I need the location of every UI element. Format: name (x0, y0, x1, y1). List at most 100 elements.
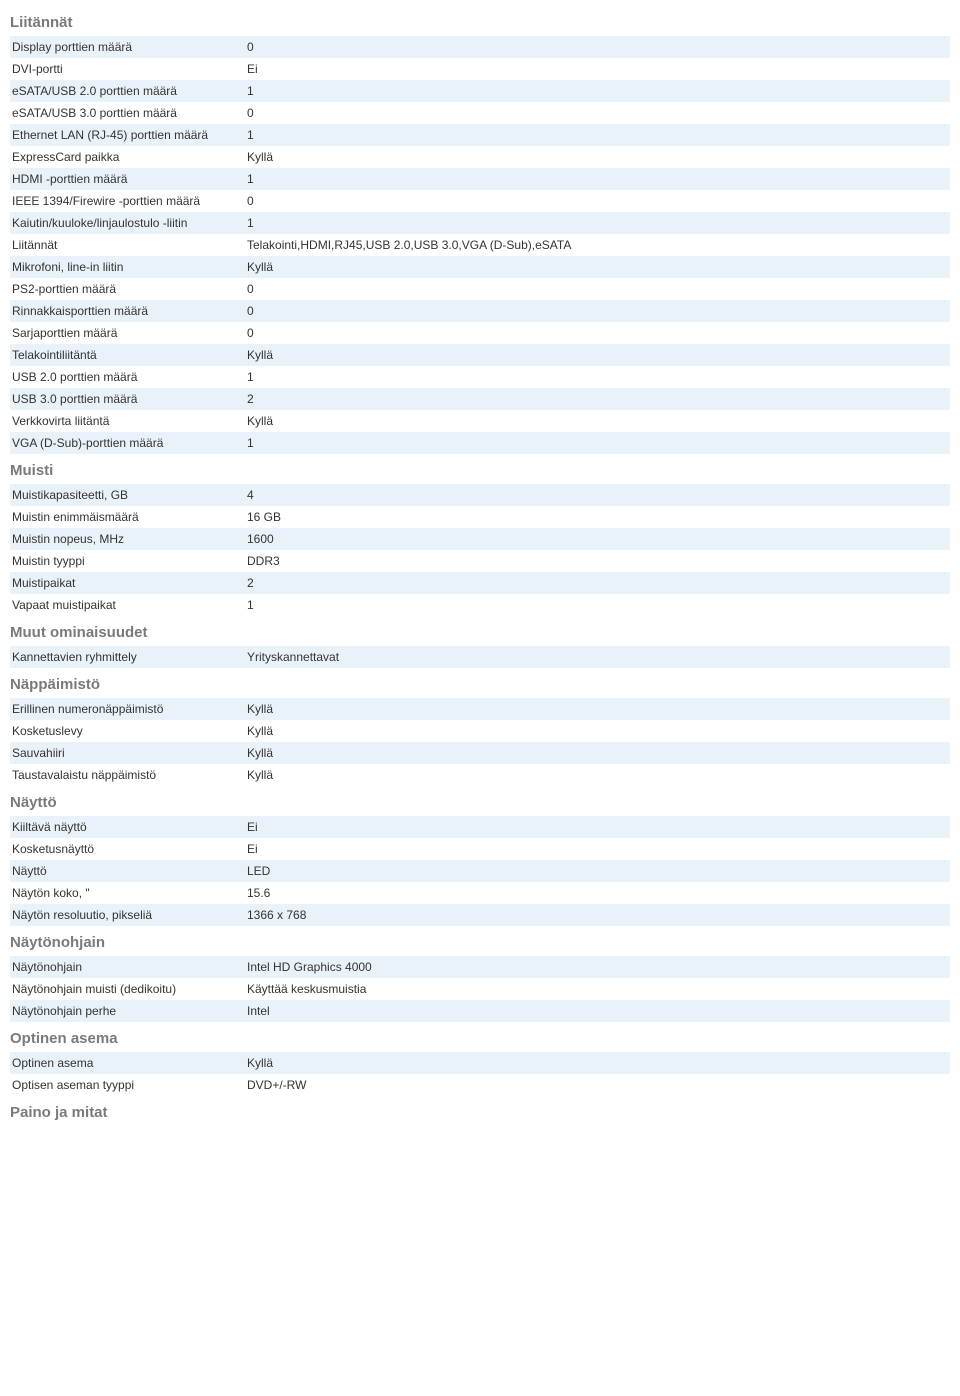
section-title: Näppäimistö (10, 668, 950, 698)
spec-row: Näytönohjain muisti (dedikoitu)Käyttää k… (10, 978, 950, 1000)
section-title: Näyttö (10, 786, 950, 816)
spec-label: USB 3.0 porttien määrä (10, 388, 245, 410)
spec-row: Muistin tyyppiDDR3 (10, 550, 950, 572)
spec-table: Kiiltävä näyttöEiKosketusnäyttöEiNäyttöL… (10, 816, 950, 926)
spec-row: USB 3.0 porttien määrä2 (10, 388, 950, 410)
spec-table: NäytönohjainIntel HD Graphics 4000Näytön… (10, 956, 950, 1022)
spec-label: Optinen asema (10, 1052, 245, 1074)
spec-value: Telakointi,HDMI,RJ45,USB 2.0,USB 3.0,VGA… (245, 234, 950, 256)
section-title: Näytönohjain (10, 926, 950, 956)
spec-label: Taustavalaistu näppäimistö (10, 764, 245, 786)
spec-value: 1 (245, 168, 950, 190)
spec-row: Kaiutin/kuuloke/linjaulostulo -liitin1 (10, 212, 950, 234)
spec-row: ExpressCard paikkaKyllä (10, 146, 950, 168)
spec-value: 0 (245, 190, 950, 212)
spec-value: 0 (245, 322, 950, 344)
spec-label: eSATA/USB 2.0 porttien määrä (10, 80, 245, 102)
spec-value: DVD+/-RW (245, 1074, 950, 1096)
spec-value: LED (245, 860, 950, 882)
section-title: Muisti (10, 454, 950, 484)
spec-sheet: LiitännätDisplay porttien määrä0DVI-port… (10, 6, 950, 1126)
spec-table: Display porttien määrä0DVI-porttiEieSATA… (10, 36, 950, 454)
spec-label: Näytön resoluutio, pikseliä (10, 904, 245, 926)
spec-value: 1 (245, 594, 950, 616)
spec-value: Kyllä (245, 742, 950, 764)
spec-row: eSATA/USB 3.0 porttien määrä0 (10, 102, 950, 124)
spec-value: Intel HD Graphics 4000 (245, 956, 950, 978)
spec-value: 4 (245, 484, 950, 506)
spec-row: Muistikapasiteetti, GB4 (10, 484, 950, 506)
spec-table: Optinen asemaKylläOptisen aseman tyyppiD… (10, 1052, 950, 1096)
spec-value: 0 (245, 278, 950, 300)
spec-row: USB 2.0 porttien määrä1 (10, 366, 950, 388)
spec-label: PS2-porttien määrä (10, 278, 245, 300)
spec-table: Kannettavien ryhmittelyYrityskannettavat (10, 646, 950, 668)
spec-row: Mikrofoni, line-in liitinKyllä (10, 256, 950, 278)
spec-row: NäyttöLED (10, 860, 950, 882)
spec-table: Erillinen numeronäppäimistöKylläKosketus… (10, 698, 950, 786)
spec-label: Muistipaikat (10, 572, 245, 594)
spec-value: 1 (245, 212, 950, 234)
spec-value: Kyllä (245, 1052, 950, 1074)
spec-label: Näytönohjain (10, 956, 245, 978)
spec-label: Muistin enimmäismäärä (10, 506, 245, 528)
spec-label: Muistin nopeus, MHz (10, 528, 245, 550)
spec-value: 1 (245, 124, 950, 146)
spec-value: Kyllä (245, 344, 950, 366)
spec-value: 0 (245, 300, 950, 322)
spec-row: Näytön resoluutio, pikseliä1366 x 768 (10, 904, 950, 926)
spec-label: Kannettavien ryhmittely (10, 646, 245, 668)
spec-value: Ei (245, 816, 950, 838)
spec-label: Kiiltävä näyttö (10, 816, 245, 838)
spec-row: TelakointiliitäntäKyllä (10, 344, 950, 366)
spec-value: 15.6 (245, 882, 950, 904)
spec-row: Display porttien määrä0 (10, 36, 950, 58)
spec-row: Erillinen numeronäppäimistöKyllä (10, 698, 950, 720)
spec-row: DVI-porttiEi (10, 58, 950, 80)
spec-row: Rinnakkaisporttien määrä0 (10, 300, 950, 322)
spec-value: Kyllä (245, 256, 950, 278)
spec-label: Display porttien määrä (10, 36, 245, 58)
spec-value: Ei (245, 58, 950, 80)
section-title: Liitännät (10, 6, 950, 36)
spec-value: 0 (245, 102, 950, 124)
spec-row: KosketuslevyKyllä (10, 720, 950, 742)
spec-row: IEEE 1394/Firewire -porttien määrä0 (10, 190, 950, 212)
spec-label: USB 2.0 porttien määrä (10, 366, 245, 388)
spec-row: Muistin enimmäismäärä16 GB (10, 506, 950, 528)
spec-value: Käyttää keskusmuistia (245, 978, 950, 1000)
spec-value: 2 (245, 388, 950, 410)
spec-value: 0 (245, 36, 950, 58)
spec-value: Ei (245, 838, 950, 860)
spec-value: Intel (245, 1000, 950, 1022)
spec-row: PS2-porttien määrä0 (10, 278, 950, 300)
spec-row: Näytön koko, "15.6 (10, 882, 950, 904)
spec-label: IEEE 1394/Firewire -porttien määrä (10, 190, 245, 212)
spec-label: Näytön koko, " (10, 882, 245, 904)
spec-row: Kiiltävä näyttöEi (10, 816, 950, 838)
spec-row: HDMI -porttien määrä1 (10, 168, 950, 190)
spec-value: 1600 (245, 528, 950, 550)
spec-label: Telakointiliitäntä (10, 344, 245, 366)
spec-row: Muistin nopeus, MHz1600 (10, 528, 950, 550)
spec-value: Kyllä (245, 698, 950, 720)
spec-label: Optisen aseman tyyppi (10, 1074, 245, 1096)
spec-row: Sarjaporttien määrä0 (10, 322, 950, 344)
spec-label: ExpressCard paikka (10, 146, 245, 168)
spec-value: Yrityskannettavat (245, 646, 950, 668)
spec-value: Kyllä (245, 410, 950, 432)
spec-table: Muistikapasiteetti, GB4Muistin enimmäism… (10, 484, 950, 616)
spec-label: DVI-portti (10, 58, 245, 80)
spec-row: Vapaat muistipaikat1 (10, 594, 950, 616)
spec-label: VGA (D-Sub)-porttien määrä (10, 432, 245, 454)
spec-label: Näytönohjain perhe (10, 1000, 245, 1022)
spec-label: Ethernet LAN (RJ-45) porttien määrä (10, 124, 245, 146)
spec-label: Sauvahiiri (10, 742, 245, 764)
spec-row: KosketusnäyttöEi (10, 838, 950, 860)
spec-value: DDR3 (245, 550, 950, 572)
spec-row: Taustavalaistu näppäimistöKyllä (10, 764, 950, 786)
spec-label: Kosketuslevy (10, 720, 245, 742)
spec-label: Erillinen numeronäppäimistö (10, 698, 245, 720)
section-title: Paino ja mitat (10, 1096, 950, 1126)
spec-row: Verkkovirta liitäntäKyllä (10, 410, 950, 432)
